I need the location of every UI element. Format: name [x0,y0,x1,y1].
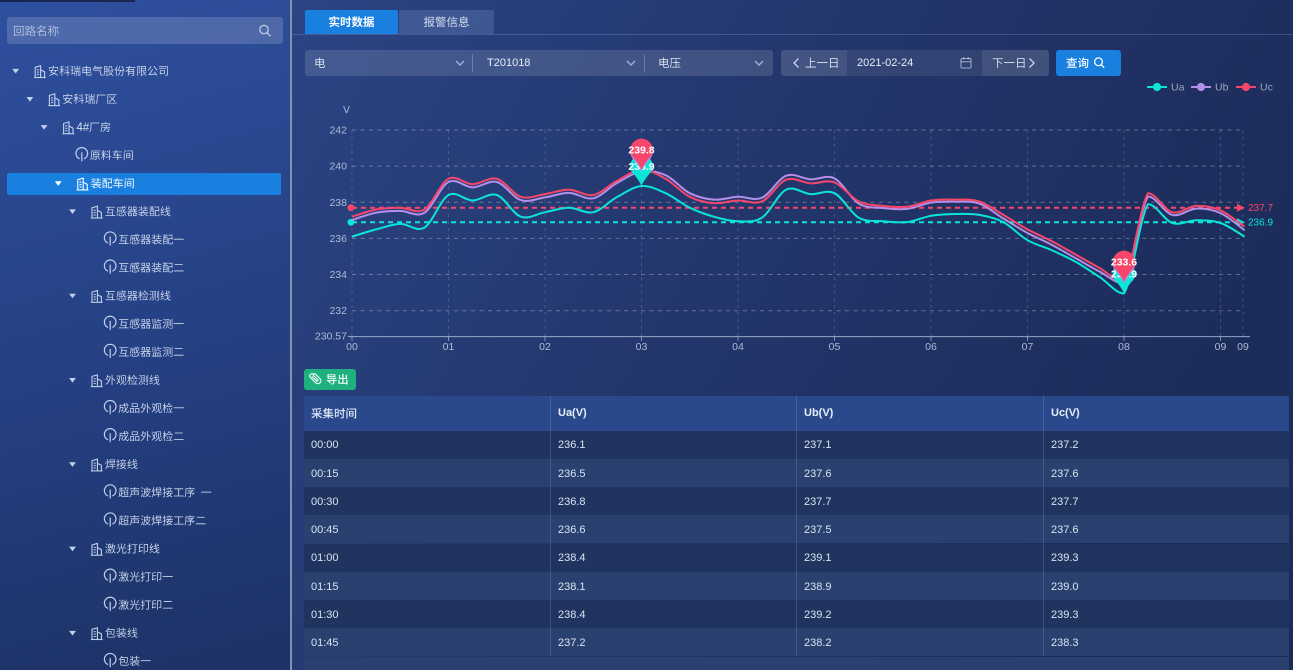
svg-text:240: 240 [329,161,347,173]
svg-text:Ua: Ua [1171,82,1185,94]
svg-text:04: 04 [732,341,744,353]
svg-text:08: 08 [1118,341,1130,353]
svg-text:V: V [343,104,350,116]
svg-text:02: 02 [539,341,551,353]
svg-text:238: 238 [329,197,347,209]
svg-text:233.6: 233.6 [1111,257,1137,269]
svg-text:09: 09 [1237,341,1249,353]
svg-text:00: 00 [346,341,358,353]
svg-text:07: 07 [1022,341,1034,353]
svg-text:237.7: 237.7 [1248,203,1273,214]
svg-text:09: 09 [1215,341,1227,353]
svg-text:232: 232 [329,305,347,317]
svg-text:230.57: 230.57 [315,331,347,343]
svg-text:Ub: Ub [1215,82,1229,94]
svg-text:06: 06 [925,341,937,353]
svg-text:01: 01 [443,341,455,353]
svg-text:03: 03 [636,341,648,353]
svg-text:242: 242 [329,125,347,137]
svg-text:239.8: 239.8 [628,145,654,157]
svg-text:236: 236 [329,233,347,245]
svg-text:234: 234 [329,269,347,281]
svg-text:236.9: 236.9 [1248,218,1273,229]
svg-text:Uc: Uc [1260,82,1273,94]
svg-text:05: 05 [829,341,841,353]
